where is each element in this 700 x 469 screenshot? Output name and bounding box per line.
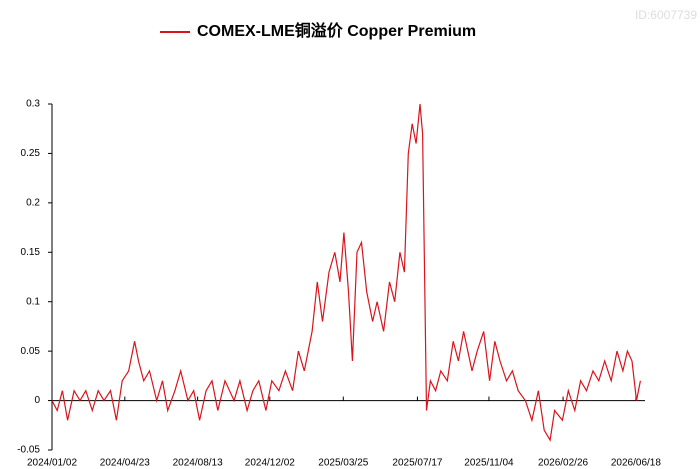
x-tick-label: 2024/04/23 bbox=[100, 458, 150, 469]
legend-label: COMEX-LME铜溢价 Copper Premium bbox=[197, 21, 476, 40]
series-line bbox=[51, 103, 641, 442]
y-tick-label: 0.25 bbox=[21, 148, 41, 159]
watermark: ID:6007739 bbox=[635, 8, 697, 22]
y-tick-label: 0.15 bbox=[21, 247, 41, 258]
x-tick-label: 2026/02/26 bbox=[538, 458, 588, 469]
y-tick-label: -0.05 bbox=[17, 445, 40, 456]
y-tick-label: 0 bbox=[34, 395, 40, 406]
x-tick-label: 2024/12/02 bbox=[245, 458, 295, 469]
x-tick-label: 2025/11/04 bbox=[464, 458, 514, 469]
y-tick-label: 0.05 bbox=[21, 346, 41, 357]
x-tick-label: 2025/07/17 bbox=[392, 458, 442, 469]
x-tick-label: 2026/06/18 bbox=[611, 458, 661, 469]
x-tick-label: 2024/01/02 bbox=[27, 458, 77, 469]
x-tick-label: 2025/03/25 bbox=[318, 458, 368, 469]
y-tick-label: 0.2 bbox=[26, 197, 40, 208]
y-tick-label: 0.3 bbox=[26, 99, 40, 110]
y-tick-label: 0.1 bbox=[26, 296, 40, 307]
x-tick-label: 2024/08/13 bbox=[173, 458, 223, 469]
